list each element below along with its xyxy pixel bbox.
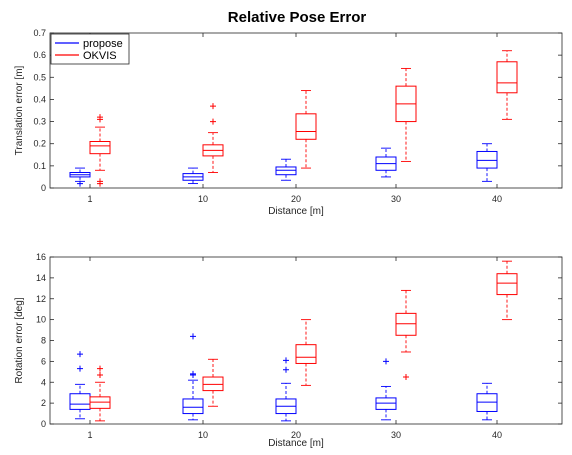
outlier-marker (190, 370, 196, 377)
box-propose (476, 150, 498, 169)
outlier-marker (383, 358, 389, 365)
y-axis-label: Rotation error [deg] (14, 297, 25, 383)
outlier-marker (283, 357, 289, 364)
box-okvis (89, 396, 111, 409)
outlier-marker (283, 366, 289, 373)
x-tick-label: 40 (492, 430, 502, 440)
x-tick-label: 1 (87, 430, 92, 440)
x-tick-label: 10 (198, 194, 208, 204)
box-okvis (395, 312, 417, 336)
box-okvis (89, 141, 111, 155)
outlier-marker (97, 365, 103, 372)
y-tick-label: 4 (41, 377, 46, 387)
box-okvis (496, 61, 518, 94)
box-okvis (295, 344, 317, 364)
x-tick-label: 40 (492, 194, 502, 204)
y-tick-label: 0.2 (33, 139, 46, 149)
outlier-marker (97, 178, 103, 185)
x-tick-label: 30 (391, 194, 401, 204)
y-tick-label: 6 (41, 356, 46, 366)
y-tick-label: 0.5 (33, 72, 46, 82)
box-propose (182, 398, 204, 415)
outlier-marker (97, 114, 103, 121)
outlier-marker (210, 118, 216, 125)
y-tick-label: 0.3 (33, 117, 46, 127)
x-tick-label: 20 (291, 430, 301, 440)
box-okvis (295, 113, 317, 140)
box-okvis (496, 273, 518, 296)
outlier-marker (77, 365, 83, 372)
outlier-marker (190, 333, 196, 340)
x-tick-label: 10 (198, 430, 208, 440)
x-tick-label: 20 (291, 194, 301, 204)
outlier-marker (210, 103, 216, 110)
outlier-marker (97, 371, 103, 378)
plot-area-1 (49, 32, 563, 189)
y-tick-label: 10 (36, 315, 46, 325)
y-tick-label: 16 (36, 252, 46, 262)
y-tick-label: 0.1 (33, 161, 46, 171)
box-propose (275, 166, 297, 176)
y-tick-label: 0 (41, 183, 46, 193)
x-tick-label: 1 (87, 194, 92, 204)
y-tick-label: 0 (41, 419, 46, 429)
y-tick-label: 2 (41, 398, 46, 408)
y-tick-label: 0.4 (33, 94, 46, 104)
y-tick-label: 0.7 (33, 28, 46, 38)
x-axis-label: Distance [m] (268, 206, 324, 217)
figure-title: Relative Pose Error (228, 9, 367, 26)
outlier-marker (403, 374, 409, 381)
outlier-marker (77, 180, 83, 187)
box-propose (476, 393, 498, 412)
outlier-marker (77, 351, 83, 358)
x-tick-label: 30 (391, 430, 401, 440)
legend-box (50, 33, 130, 65)
legend-entry: propose (83, 38, 123, 50)
y-axis-label: Translation error [m] (14, 65, 25, 155)
y-tick-label: 14 (36, 273, 46, 283)
y-tick-label: 8 (41, 336, 46, 346)
box-propose (375, 397, 397, 410)
legend-entry: OKVIS (83, 50, 117, 62)
y-tick-label: 0.6 (33, 50, 46, 60)
x-axis-label: Distance [m] (268, 438, 324, 449)
y-tick-label: 12 (36, 294, 46, 304)
box-okvis (202, 376, 224, 392)
